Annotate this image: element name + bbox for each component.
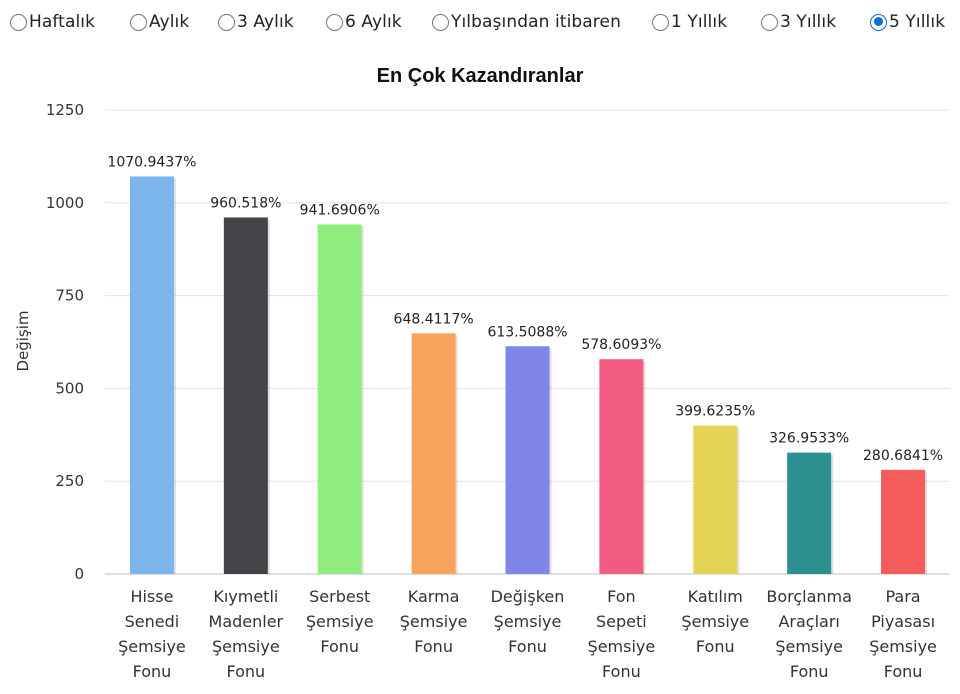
y-tick-label: 750 bbox=[55, 287, 84, 305]
x-tick-label: Fonu bbox=[790, 662, 829, 681]
x-tick-label: Fon bbox=[607, 587, 636, 606]
y-tick-label: 1250 bbox=[46, 101, 84, 119]
radio-unchecked-icon[interactable] bbox=[432, 13, 449, 31]
period-option-label: Yılbaşından itibaren bbox=[451, 12, 621, 32]
x-tick-label: Araçları bbox=[778, 612, 839, 631]
period-option-7[interactable]: 3 Yıllık bbox=[761, 10, 836, 34]
period-option-5[interactable]: Yılbaşından itibaren bbox=[432, 10, 621, 34]
x-tick-label: Kıymetli bbox=[213, 587, 278, 606]
radio-unchecked-icon[interactable] bbox=[130, 13, 147, 31]
y-axis-title: Değişim bbox=[14, 310, 32, 371]
bar[interactable] bbox=[317, 224, 362, 574]
x-tick-label: Borçlanma bbox=[766, 587, 852, 606]
y-tick-label: 1000 bbox=[46, 194, 84, 212]
radio-unchecked-icon[interactable] bbox=[218, 13, 235, 31]
x-tick-label: Değişken bbox=[491, 587, 565, 606]
bar[interactable] bbox=[129, 176, 174, 574]
x-tick-label: Şemsiye bbox=[588, 637, 656, 656]
x-tick-label: Şemsiye bbox=[306, 612, 374, 631]
data-label: 613.5088% bbox=[487, 324, 567, 340]
period-option-label: 3 Yıllık bbox=[780, 12, 837, 32]
bar[interactable] bbox=[223, 217, 268, 574]
x-tick-label: Şemsiye bbox=[681, 612, 749, 631]
radio-unchecked-icon[interactable] bbox=[761, 13, 778, 31]
bar-chart: 1070.9437% 960.518% 941.6906% 648.4117% 613.… bbox=[14, 65, 950, 681]
radio-unchecked-icon[interactable] bbox=[326, 13, 343, 31]
x-tick-label: Fonu bbox=[133, 662, 172, 681]
chart-title: En Çok Kazandıranlar bbox=[377, 65, 584, 87]
x-tick-label: Piyasası bbox=[871, 612, 935, 631]
period-option-1[interactable]: Haftalık bbox=[10, 10, 95, 34]
bar[interactable] bbox=[881, 469, 926, 574]
x-tick-label: Fonu bbox=[226, 662, 265, 681]
bars bbox=[129, 176, 928, 574]
x-tick-label: Fonu bbox=[696, 637, 735, 656]
data-label: 326.9533% bbox=[769, 431, 849, 447]
x-tick-label: Fonu bbox=[602, 662, 641, 681]
period-option-8[interactable]: 5 Yıllık bbox=[870, 10, 945, 34]
x-tick-label: Şemsiye bbox=[400, 612, 468, 631]
x-tick-label: Madenler bbox=[209, 612, 284, 631]
x-tick-label: Karma bbox=[408, 587, 460, 606]
x-tick-label: Şemsiye bbox=[869, 637, 937, 656]
period-option-label: 3 Aylık bbox=[237, 12, 294, 32]
radio-unchecked-icon[interactable] bbox=[652, 13, 669, 31]
data-label: 399.6235% bbox=[675, 404, 755, 420]
x-tick-label: Şemsiye bbox=[775, 637, 843, 656]
period-selector: Haftalık Aylık 3 Aylık 6 Aylık Yılbaşından i… bbox=[0, 0, 960, 44]
x-tick-label: Fonu bbox=[884, 662, 923, 681]
data-label: 941.6906% bbox=[300, 202, 380, 218]
period-option-2[interactable]: Aylık bbox=[130, 10, 189, 34]
y-axis: 0 250 500 750 1000 1250 bbox=[46, 101, 84, 583]
period-option-label: 5 Yıllık bbox=[889, 12, 946, 32]
x-tick-label: Şemsiye bbox=[212, 637, 280, 656]
radio-checked-icon[interactable] bbox=[870, 13, 887, 31]
data-labels: 1070.9437% 960.518% 941.6906% 648.4117% 613.… bbox=[107, 154, 943, 463]
bar[interactable] bbox=[787, 452, 832, 574]
period-option-label: Haftalık bbox=[29, 12, 96, 32]
period-option-label: 6 Aylık bbox=[345, 12, 402, 32]
x-tick-label: Senedi bbox=[125, 612, 180, 631]
data-label: 1070.9437% bbox=[107, 154, 196, 170]
period-option-3[interactable]: 3 Aylık bbox=[218, 10, 294, 34]
bar[interactable] bbox=[505, 346, 550, 574]
x-tick-label: Fonu bbox=[414, 637, 453, 656]
x-tick-label: Para bbox=[885, 587, 920, 606]
bar[interactable] bbox=[411, 333, 456, 574]
data-label: 960.518% bbox=[210, 195, 281, 211]
x-tick-label: Şemsiye bbox=[118, 637, 186, 656]
data-label: 648.4117% bbox=[394, 311, 474, 327]
y-tick-label: 0 bbox=[74, 565, 84, 583]
y-tick-label: 250 bbox=[55, 472, 84, 490]
x-tick-label: Sepeti bbox=[596, 612, 647, 631]
x-tick-label: Katılım bbox=[688, 587, 743, 606]
period-option-6[interactable]: 1 Yıllık bbox=[652, 10, 727, 34]
x-axis: Hisse Senedi Şemsiye Fonu Kıymetli Madenler Şe… bbox=[118, 587, 937, 681]
bar[interactable] bbox=[599, 359, 644, 574]
x-tick-label: Fonu bbox=[508, 637, 547, 656]
bar[interactable] bbox=[693, 425, 738, 574]
x-tick-label: Şemsiye bbox=[494, 612, 562, 631]
y-tick-label: 500 bbox=[55, 379, 84, 397]
x-tick-label: Fonu bbox=[320, 637, 359, 656]
x-tick-label: Serbest bbox=[309, 587, 370, 606]
period-option-label: Aylık bbox=[149, 12, 190, 32]
x-tick-label: Hisse bbox=[130, 587, 173, 606]
radio-unchecked-icon[interactable] bbox=[10, 13, 27, 31]
data-label: 578.6093% bbox=[581, 337, 661, 353]
period-option-4[interactable]: 6 Aylık bbox=[326, 10, 402, 34]
period-option-label: 1 Yıllık bbox=[671, 12, 728, 32]
data-label: 280.6841% bbox=[863, 448, 943, 464]
